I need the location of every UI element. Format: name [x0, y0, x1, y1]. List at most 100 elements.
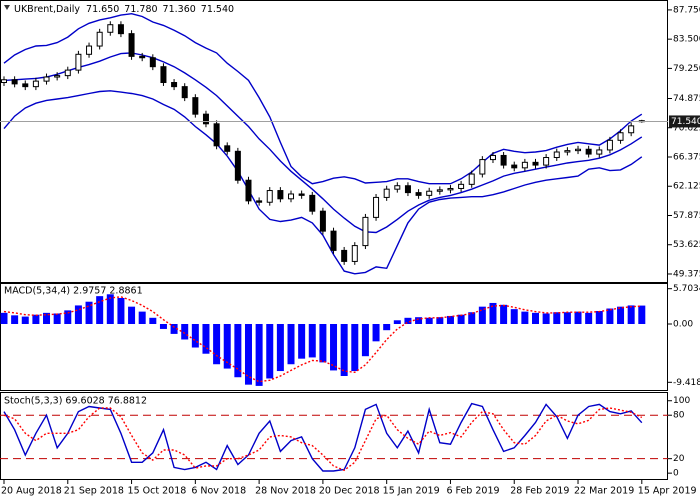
candle-body [341, 249, 348, 262]
macd-bar [468, 312, 476, 324]
bollinger-band [3, 12, 643, 185]
macd-bar [202, 324, 210, 354]
candle-body [575, 148, 582, 152]
macd-bar [595, 311, 603, 324]
main-panel-frame [0, 0, 668, 283]
y-tick-label: 53.625 [673, 240, 700, 250]
candle-body [75, 53, 82, 71]
macd-bar [170, 324, 178, 334]
macd-bar [606, 308, 614, 324]
macd-bar [106, 294, 114, 324]
candle-body [362, 216, 369, 247]
candle-body [22, 83, 29, 88]
macd-bar [96, 296, 104, 324]
candle-body [458, 183, 465, 189]
macd-bar [255, 324, 263, 386]
candle-body [139, 55, 146, 59]
current-price-label: 71.540 [671, 117, 700, 127]
candle-body [553, 151, 560, 159]
macd-bar [128, 306, 136, 324]
macd-panel-frame [0, 283, 668, 391]
y-tick-label: 70.625 [673, 123, 700, 133]
stoch-title: Stoch(5,3,3) 69.6028 76.8812 [4, 396, 147, 407]
main-title: UKBrent,Daily 71.650 71.780 71.360 71.540 [14, 4, 234, 15]
stoch-panel-frame [0, 392, 668, 480]
macd-bar [64, 310, 72, 324]
candle-body [128, 33, 135, 57]
macd-bar [266, 324, 274, 379]
x-tick-label: 15 Oct 2018 [128, 486, 187, 497]
macd-bar [223, 324, 231, 369]
x-tick-label: 6 Nov 2018 [191, 486, 246, 497]
candle-body [202, 113, 209, 125]
candle-body [383, 188, 390, 198]
open-label: 71.650 [86, 4, 119, 15]
x-tick-label: 28 Feb 2019 [510, 486, 569, 497]
y-tick-label: 100 [673, 396, 690, 406]
y-tick-label: 49.375 [673, 269, 700, 279]
candle-body [532, 161, 539, 166]
candle-body [149, 57, 156, 68]
macd-bar [43, 312, 51, 324]
candle-body [394, 185, 401, 190]
macd-bar [383, 324, 391, 331]
macd-bar [500, 304, 508, 324]
macd-title: MACD(5,34,4) 2.9757 2.8861 [4, 286, 143, 297]
candle-body [606, 139, 613, 151]
y-tick-label: 5.7034 [673, 284, 700, 294]
macd-bar [393, 320, 401, 324]
macd-bar [244, 324, 252, 385]
signal-line [3, 407, 643, 472]
macd-bar [276, 324, 284, 372]
macd-bar [563, 312, 571, 324]
candle-body [479, 159, 486, 175]
macd-bar [53, 313, 61, 324]
stoch-line [3, 402, 643, 472]
macd-bar [159, 324, 167, 329]
macd-bar [574, 311, 582, 324]
macd-bar [330, 324, 338, 371]
y-tick-label: 62.125 [673, 182, 700, 192]
macd-bar [117, 298, 125, 324]
macd-bar [319, 324, 327, 363]
macd-bar [532, 312, 539, 324]
y-tick-label: 0.00 [673, 320, 693, 330]
candle-body [96, 31, 103, 47]
macd-bar [436, 317, 444, 324]
candle-body [585, 148, 592, 155]
candle-body [86, 45, 93, 55]
low-label: 71.360 [163, 4, 196, 15]
y-tick-label: 79.250 [673, 64, 700, 74]
candle-body [309, 194, 316, 212]
macd-bar [510, 309, 518, 324]
candle-body [351, 245, 358, 262]
candle-body [288, 193, 295, 200]
macd-bar [404, 317, 412, 324]
macd-bar [372, 324, 380, 342]
candle-body [436, 189, 443, 192]
symbol: UKBrent,Daily [14, 4, 80, 15]
candle-body [266, 190, 273, 203]
candle-body [160, 66, 167, 84]
macd-bar [446, 315, 454, 324]
y-tick-label: 87.750 [673, 5, 700, 15]
macd-bar [234, 324, 242, 378]
macd-bar [85, 301, 93, 324]
x-tick-label: 6 Feb 2019 [446, 486, 499, 497]
candle-body [117, 24, 124, 35]
candle-body [426, 190, 433, 196]
macd-bar [542, 313, 550, 324]
candle-body [500, 154, 507, 166]
candle-body [298, 193, 305, 196]
y-tick-label: 57.875 [673, 211, 700, 221]
candle-body [181, 86, 188, 99]
candle-body [64, 69, 71, 77]
macd-bar [553, 312, 561, 324]
macd-bar [149, 317, 157, 324]
candle-body [330, 230, 337, 251]
x-tick-label: 15 Jan 2019 [383, 486, 440, 497]
macd-bar [627, 305, 635, 324]
candle-body [404, 185, 411, 194]
collapse-icon [4, 5, 10, 10]
macd-bar [11, 315, 19, 324]
